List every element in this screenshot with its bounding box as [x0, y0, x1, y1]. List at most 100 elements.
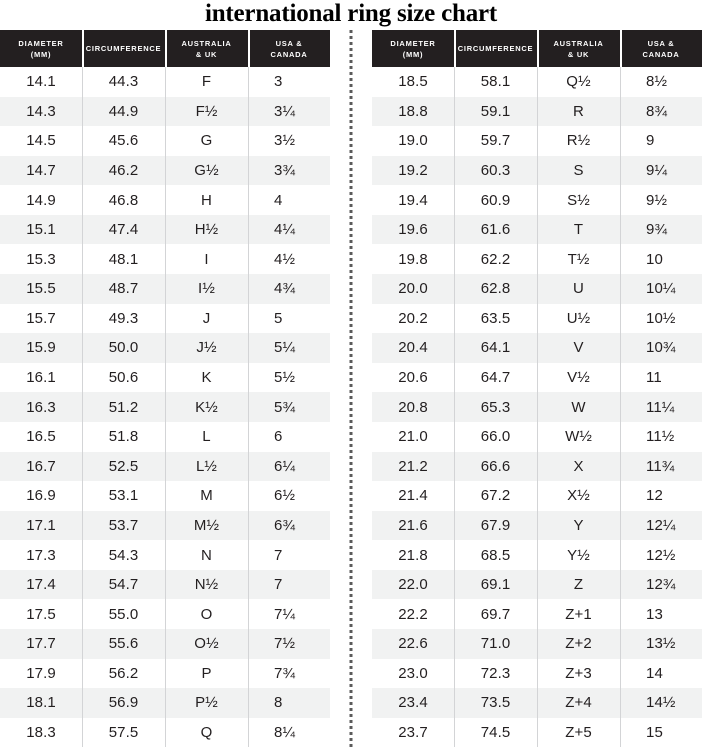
- column-header-diameter-right: DIAMETER (mm): [372, 30, 454, 67]
- column-header-usa_canada-left: USA & CANADA: [248, 30, 330, 67]
- cell-australia_uk: Z+3: [537, 658, 620, 689]
- cell-circumference: 73.5: [454, 688, 537, 718]
- ring-size-table-right: DIAMETER (mm) CIRCUMFERENCE AUSTRALIA & UK US…: [372, 30, 702, 747]
- cell-diameter: 18.1: [26, 694, 56, 712]
- cell-usa_canada: 10¼: [620, 274, 702, 304]
- cell-circumference: 48.7: [82, 274, 165, 304]
- cell-usa_canada: 9½: [620, 185, 702, 215]
- column-header-line2: CANADA: [270, 49, 308, 59]
- table-row: 17.3 54.3 N 7: [0, 540, 330, 570]
- table-row: 18.8 59.1 R 8¾: [372, 96, 702, 127]
- cell-australia_uk: Y: [537, 510, 620, 541]
- cell-australia_uk: Y½: [537, 540, 620, 570]
- column-header-usa_canada-right: USA & CANADA: [620, 30, 702, 67]
- table-row: 20.2 63.5 U½ 10½: [372, 303, 702, 334]
- cell-circumference: 46.2: [82, 155, 165, 186]
- cell-circumference: 58.1: [454, 67, 537, 97]
- cell-diameter: 14.5: [26, 132, 56, 150]
- cell-circumference: 54.3: [82, 540, 165, 570]
- cell-australia_uk: M½: [165, 510, 248, 541]
- table-row: 20.6 64.7 V½ 11: [372, 362, 702, 393]
- column-header-circumference-left: CIRCUMFERENCE: [82, 30, 165, 67]
- cell-usa_canada: 7½: [248, 628, 330, 659]
- cell-australia_uk: X: [537, 451, 620, 482]
- cell-circumference: 54.7: [82, 569, 165, 600]
- cell-australia_uk: V: [537, 333, 620, 363]
- cell-circumference: 72.3: [454, 658, 537, 689]
- table-row: 14.9 46.8 H 4: [0, 185, 330, 215]
- tables-container: DIAMETER (mm) CIRCUMFERENCE AUSTRALIA & UK US…: [0, 30, 702, 747]
- cell-diameter: 21.2: [398, 457, 428, 475]
- cell-diameter: 20.2: [398, 309, 428, 327]
- table-row: 21.2 66.6 X 11¾: [372, 451, 702, 482]
- cell-diameter: 16.1: [26, 369, 56, 387]
- cell-circumference: 74.5: [454, 717, 537, 747]
- cell-diameter: 16.5: [26, 428, 56, 446]
- cell-usa_canada: 5½: [248, 362, 330, 393]
- cell-usa_canada: 11¼: [620, 392, 702, 422]
- table-row: 17.4 54.7 N½ 7: [0, 569, 330, 600]
- cell-diameter: 23.0: [398, 664, 428, 682]
- cell-australia_uk: W: [537, 392, 620, 422]
- table-row: 15.9 50.0 J½ 5¼: [0, 333, 330, 363]
- cell-usa_canada: 13½: [620, 628, 702, 659]
- cell-australia_uk: I: [165, 244, 248, 274]
- table-row: 22.6 71.0 Z+2 13½: [372, 628, 702, 659]
- cell-circumference: 55.0: [82, 599, 165, 629]
- cell-circumference: 60.9: [454, 185, 537, 215]
- cell-diameter: 14.3: [26, 102, 56, 120]
- cell-diameter: 21.0: [398, 428, 428, 446]
- cell-usa_canada: 4¼: [248, 214, 330, 245]
- column-header-line1: DIAMETER: [18, 38, 64, 48]
- cell-usa_canada: 9¼: [620, 155, 702, 186]
- cell-diameter: 21.8: [398, 546, 428, 564]
- cell-australia_uk: U½: [537, 303, 620, 334]
- cell-australia_uk: W½: [537, 421, 620, 452]
- cell-usa_canada: 14½: [620, 688, 702, 718]
- cell-usa_canada: 12½: [620, 540, 702, 570]
- cell-australia_uk: K½: [165, 392, 248, 422]
- cell-usa_canada: 15: [620, 717, 702, 747]
- cell-diameter: 22.0: [398, 576, 428, 594]
- cell-australia_uk: O½: [165, 628, 248, 659]
- table-row: 19.2 60.3 S 9¼: [372, 155, 702, 186]
- column-header-line2: & UK: [195, 49, 218, 59]
- table-header-row-left: DIAMETER (mm) CIRCUMFERENCE AUSTRALIA & UK US…: [0, 30, 330, 67]
- table-row: 18.1 56.9 P½ 8: [0, 688, 330, 718]
- cell-usa_canada: 10¾: [620, 333, 702, 363]
- table-row: 22.0 69.1 Z 12¾: [372, 569, 702, 600]
- cell-australia_uk: J½: [165, 333, 248, 363]
- table-row: 20.8 65.3 W 11¼: [372, 392, 702, 422]
- cell-australia_uk: I½: [165, 274, 248, 304]
- cell-diameter: 22.2: [398, 605, 428, 623]
- cell-australia_uk: Z: [537, 569, 620, 600]
- cell-diameter: 19.0: [398, 132, 428, 150]
- column-header-line1: USA &: [275, 38, 303, 48]
- table-row: 21.6 67.9 Y 12¼: [372, 510, 702, 541]
- cell-circumference: 44.9: [82, 96, 165, 127]
- column-header-line1: CIRCUMFERENCE: [457, 44, 534, 53]
- table-row: 23.0 72.3 Z+3 14: [372, 658, 702, 689]
- table-row: 21.4 67.2 X½ 12: [372, 481, 702, 511]
- column-header-line1: AUSTRALIA: [181, 38, 232, 48]
- cell-australia_uk: Q½: [537, 67, 620, 97]
- table-row: 21.0 66.0 W½ 11½: [372, 421, 702, 452]
- column-header-australia_uk-right: AUSTRALIA & UK: [537, 30, 620, 67]
- cell-diameter: 19.8: [398, 250, 428, 268]
- cell-usa_canada: 4½: [248, 244, 330, 274]
- table-row: 15.5 48.7 I½ 4¾: [0, 274, 330, 304]
- cell-circumference: 66.0: [454, 421, 537, 452]
- cell-diameter: 23.7: [398, 724, 428, 741]
- cell-diameter: 22.6: [398, 635, 428, 653]
- cell-australia_uk: O: [165, 599, 248, 629]
- cell-australia_uk: L½: [165, 451, 248, 482]
- dotted-divider-line: [349, 30, 353, 747]
- cell-australia_uk: T: [537, 214, 620, 245]
- cell-usa_canada: 12: [620, 481, 702, 511]
- table-row: 17.9 56.2 P 7¾: [0, 658, 330, 689]
- cell-diameter: 20.4: [398, 339, 428, 357]
- cell-diameter: 15.3: [26, 250, 56, 268]
- cell-diameter: 14.7: [26, 162, 56, 180]
- cell-australia_uk: L: [165, 421, 248, 452]
